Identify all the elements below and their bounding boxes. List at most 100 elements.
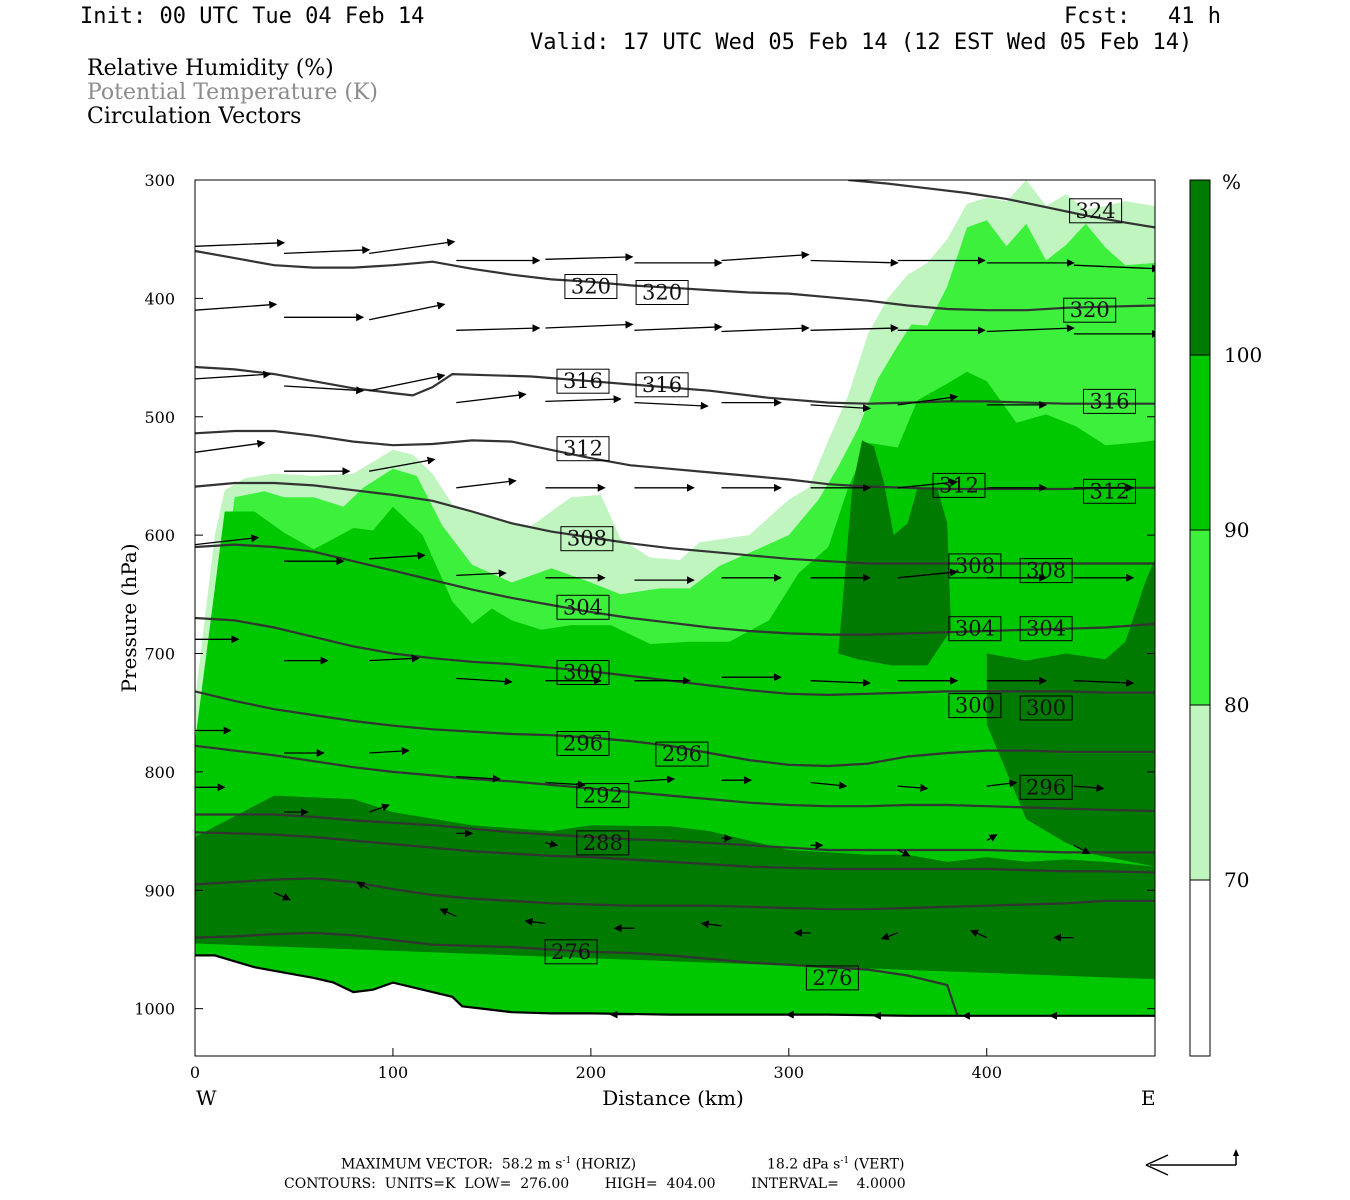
isentrope-label-box: [1019, 558, 1073, 584]
colorbar-band-100: [1190, 180, 1210, 355]
below-ground-mask: [195, 955, 1155, 1056]
valid-time: Valid: 17 UTC Wed 05 Feb 14 (12 EST Wed …: [530, 30, 1193, 55]
circulation-vector: [810, 678, 871, 687]
circulation-vector: [195, 370, 272, 380]
isentrope-label-box: [556, 660, 610, 685]
isentrope-label: 316: [1089, 389, 1129, 413]
circulation-vector: [273, 892, 291, 901]
colorbar-band-80: [1190, 530, 1210, 705]
isentrope-296: [195, 690, 1155, 768]
circulation-vector: [369, 551, 426, 560]
west-label: W: [196, 1086, 217, 1110]
isentrope-320: [195, 249, 1155, 312]
isentrope-label-box: [576, 830, 630, 856]
circulation-vector: [1073, 783, 1105, 792]
circulation-vector: [545, 395, 622, 404]
y-tick-label: 800: [144, 763, 175, 782]
isentrope-label: 320: [571, 275, 611, 299]
circulation-vector: [969, 929, 988, 939]
circulation-vector: [700, 920, 722, 929]
isentrope-label-box: [635, 280, 689, 305]
circulation-vector: [284, 246, 371, 255]
colorbar-label-80: 80: [1224, 693, 1249, 717]
circulation-vector: [897, 568, 959, 579]
rh-region-100-2: [986, 558, 1155, 867]
y-tick-label: 600: [144, 526, 175, 545]
circulation-vector: [1073, 678, 1135, 687]
isentrope-label: 312: [1089, 479, 1129, 503]
y-axis-title: Pressure (hPa): [117, 544, 141, 693]
circulation-vector: [810, 324, 899, 333]
max-vector-vertical: 18.2 dPa s-1 (VERT): [767, 1156, 905, 1173]
circulation-vector: [1073, 264, 1155, 273]
legend-potential-temperature: Potential Temperature (K): [87, 80, 378, 105]
circulation-vector: [810, 404, 871, 413]
isentrope-label-box: [948, 553, 1002, 579]
isentrope-label: 324: [1076, 199, 1116, 223]
circulation-vector: [369, 301, 446, 321]
colorbar-band-70: [1190, 705, 1210, 880]
circulation-vector: [456, 324, 541, 333]
circulation-vector: [810, 258, 899, 267]
isentrope-label: 308: [1026, 559, 1066, 583]
isentrope-324: [848, 180, 1155, 229]
circulation-vector: [897, 849, 911, 857]
isentrope-label: 296: [662, 742, 702, 766]
isentrope-label-box: [1083, 478, 1136, 504]
circulation-vector: [439, 908, 457, 917]
isentrope-label-box: [1083, 388, 1136, 414]
isentrope-276: [195, 931, 959, 1015]
isentrope-label-box: [556, 436, 610, 462]
isentrope-label: 292: [583, 784, 623, 808]
isentrope-label: 288: [583, 831, 623, 855]
y-tick-label: 900: [144, 881, 175, 900]
max-vector-horizontal: MAXIMUM VECTOR: 58.2 m s-1 (HORIZ): [341, 1156, 637, 1173]
isentrope-label-box: [1019, 695, 1073, 721]
isentrope-label: 304: [955, 617, 995, 641]
x-tick-label: 400: [971, 1063, 1002, 1082]
isentrope-316: [195, 365, 1155, 405]
isentrope-label-box: [576, 783, 630, 809]
circulation-vector: [524, 917, 546, 926]
circulation-vector: [897, 783, 929, 792]
isentrope-label: 308: [567, 527, 607, 551]
circulation-vector: [545, 839, 559, 848]
circulation-vector: [195, 300, 278, 311]
isentrope-label: 304: [1026, 617, 1066, 641]
isentrope-308: [195, 481, 1155, 565]
circulation-vector: [369, 747, 410, 756]
isentrope-label: 300: [1026, 696, 1066, 720]
circulation-vector: [634, 401, 709, 410]
circulation-vector: [369, 654, 420, 663]
isentrope-label-box: [1063, 297, 1117, 323]
circulation-vector: [545, 780, 586, 789]
circulation-vector: [284, 385, 365, 395]
circulation-vector: [634, 323, 723, 332]
isentrope-label-box: [655, 741, 709, 767]
init-time: Init: 00 UTC Tue 04 Feb 14: [80, 4, 425, 29]
x-tick-label: 0: [190, 1063, 200, 1082]
isentrope-label: 300: [955, 694, 995, 718]
circulation-vector: [369, 372, 446, 392]
isentrope-label: 316: [642, 373, 682, 397]
circulation-vector: [986, 779, 1018, 788]
circulation-vector: [356, 881, 370, 890]
rh-region-100-0: [195, 795, 1155, 980]
isentrope-label: 312: [939, 473, 979, 497]
isentrope-label: 320: [1070, 298, 1110, 322]
y-tick-label: 700: [144, 645, 175, 664]
isentrope-label-box: [805, 965, 859, 991]
plot-frame: [194, 179, 1156, 1057]
isentrope-label-box: [635, 372, 689, 398]
isentrope-304: [195, 543, 1155, 636]
circulation-vector: [456, 774, 501, 783]
circulation-vector: [456, 677, 513, 686]
circulation-vector: [634, 775, 675, 784]
isentrope-label: 276: [812, 966, 852, 990]
isentrope-284: [195, 831, 1155, 874]
circulation-vector: [721, 324, 810, 333]
x-axis-title: Distance (km): [602, 1086, 744, 1110]
isentrope-label-box: [1019, 616, 1073, 642]
rh-region-100-1: [838, 440, 952, 666]
forecast-hour: 41 h: [1168, 4, 1221, 29]
